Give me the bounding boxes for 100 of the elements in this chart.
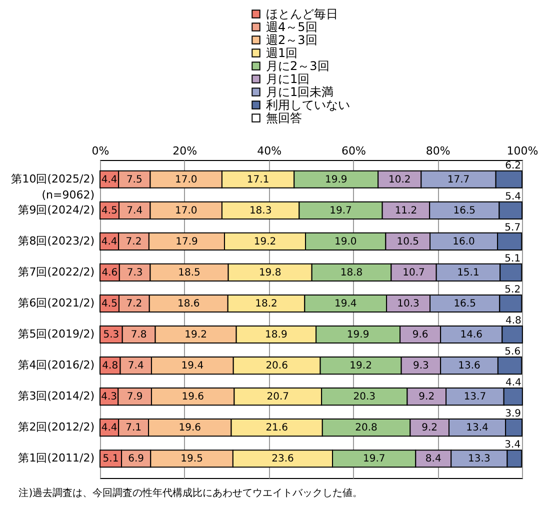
data-label: 19.7 bbox=[330, 205, 352, 216]
data-label: 18.8 bbox=[340, 267, 363, 278]
y-tick-label: 第10回(2025/2) (n=9062) bbox=[11, 172, 94, 202]
data-label: 7.1 bbox=[126, 422, 142, 434]
data-label: 19.9 bbox=[324, 174, 348, 186]
data-label: 17.0 bbox=[174, 205, 198, 216]
data-label: 3.4 bbox=[504, 440, 521, 451]
data-label: 13.7 bbox=[464, 392, 486, 403]
data-label: 4.4 bbox=[101, 422, 118, 434]
data-label: 18.6 bbox=[177, 298, 200, 310]
data-label: 14.6 bbox=[460, 330, 482, 341]
data-label: 17.1 bbox=[246, 174, 270, 186]
data-label: 15.1 bbox=[457, 267, 480, 278]
y-tick-label: 第2回(2012/2) bbox=[18, 420, 94, 434]
data-label: 4.8 bbox=[506, 316, 522, 327]
data-label: 18.2 bbox=[255, 298, 278, 310]
data-label: 4.5 bbox=[102, 205, 118, 216]
data-label: 19.9 bbox=[346, 330, 370, 341]
data-label: 6.9 bbox=[128, 454, 144, 465]
data-label: 21.6 bbox=[266, 422, 288, 434]
data-label: 20.7 bbox=[266, 392, 290, 403]
data-label: 13.3 bbox=[468, 454, 490, 465]
x-tick-label: 20% bbox=[172, 144, 198, 158]
data-label: 9.2 bbox=[422, 422, 438, 434]
legend-label: ほとんど毎日 bbox=[266, 7, 338, 21]
data-label: 19.5 bbox=[180, 454, 203, 465]
data-label: 5.1 bbox=[102, 454, 119, 465]
data-label: 7.4 bbox=[126, 205, 143, 216]
data-label: 7.2 bbox=[126, 298, 142, 310]
data-label: 19.2 bbox=[350, 360, 372, 372]
data-label: 9.2 bbox=[418, 392, 435, 403]
data-label: 18.3 bbox=[249, 205, 272, 216]
y-tick-label: 第1回(2011/2) bbox=[18, 452, 94, 465]
data-label: 20.3 bbox=[353, 392, 376, 403]
y-tick-label: 第3回(2014/2) bbox=[18, 390, 94, 403]
x-tick-label: 80% bbox=[426, 144, 450, 158]
data-label: 13.6 bbox=[458, 360, 480, 372]
data-label: 19.2 bbox=[254, 236, 276, 248]
data-label: 16.5 bbox=[453, 205, 476, 216]
data-label: 10.2 bbox=[388, 174, 411, 186]
data-label: 9.6 bbox=[412, 330, 428, 341]
legend-label: 利用していない bbox=[266, 98, 350, 112]
data-label: 3.9 bbox=[505, 408, 521, 420]
legend-label: 月に1回 bbox=[266, 72, 310, 86]
data-label: 16.0 bbox=[452, 236, 475, 248]
data-label: 5.2 bbox=[504, 284, 521, 296]
data-label: 19.4 bbox=[181, 360, 204, 372]
y-tick-label: 第7回(2022/2) bbox=[18, 265, 94, 278]
data-label: 20.8 bbox=[355, 422, 378, 434]
data-label: 7.9 bbox=[126, 392, 143, 403]
data-label: 19.7 bbox=[362, 454, 386, 465]
data-label: 10.5 bbox=[396, 236, 419, 248]
x-tick-label: 0% bbox=[92, 144, 110, 158]
data-label: 19.2 bbox=[184, 330, 207, 341]
data-label: 4.4 bbox=[506, 378, 522, 389]
data-label: 7.5 bbox=[126, 174, 142, 186]
data-label: 18.9 bbox=[265, 330, 288, 341]
y-tick-label: 第6回(2021/2) bbox=[18, 296, 94, 310]
data-label: 13.4 bbox=[466, 422, 488, 434]
y-tick-label: 第8回(2023/2) bbox=[18, 234, 94, 248]
data-label: 8.4 bbox=[425, 454, 442, 465]
data-label: 5.1 bbox=[504, 253, 521, 264]
data-label: 4.6 bbox=[102, 267, 118, 278]
data-label: 19.0 bbox=[334, 236, 357, 248]
data-label: 5.6 bbox=[504, 346, 521, 358]
data-label: 4.8 bbox=[102, 360, 118, 372]
data-label: 16.5 bbox=[454, 298, 476, 310]
y-tick-label: 第9回(2024/2) bbox=[18, 203, 94, 216]
data-label: 10.3 bbox=[397, 298, 420, 310]
data-label: 19.6 bbox=[182, 392, 204, 403]
data-label: 7.4 bbox=[128, 360, 144, 372]
x-tick-label: 40% bbox=[257, 144, 282, 158]
data-label: 7.2 bbox=[126, 236, 142, 248]
legend-label: 週1回 bbox=[266, 46, 298, 60]
data-label: 4.4 bbox=[101, 174, 118, 186]
data-label: 4.3 bbox=[101, 392, 118, 403]
data-label: 17.0 bbox=[174, 174, 198, 186]
data-label: 6.2 bbox=[505, 160, 521, 172]
data-label: 17.9 bbox=[176, 236, 198, 248]
x-tick-label: 100% bbox=[506, 144, 538, 158]
legend-label: 週4～5回 bbox=[266, 20, 318, 34]
x-tick-label: 60% bbox=[341, 144, 366, 158]
data-label: 4.5 bbox=[102, 298, 118, 310]
data-label: 5.3 bbox=[103, 330, 120, 341]
data-label: 23.6 bbox=[272, 454, 294, 465]
legend-label: 週2～3回 bbox=[266, 33, 318, 47]
data-label: 4.4 bbox=[101, 236, 118, 248]
data-label: 11.2 bbox=[394, 205, 418, 216]
legend-label: 月に2～3回 bbox=[266, 59, 330, 73]
data-label: 20.6 bbox=[266, 360, 288, 372]
data-label: 7.3 bbox=[126, 267, 143, 278]
data-label: 18.5 bbox=[178, 267, 200, 278]
data-label: 19.6 bbox=[178, 422, 202, 434]
legend-label: 無回答 bbox=[266, 111, 302, 125]
legend-label: 月に1回未満 bbox=[266, 85, 334, 99]
text: 注)過去調査は、今回調査の性年代構成比にあわせてウエイトバックした値。 bbox=[18, 487, 363, 499]
data-label: 19.4 bbox=[334, 298, 357, 310]
y-tick-label: 第5回(2019/2) bbox=[18, 328, 94, 341]
data-label: 9.3 bbox=[412, 360, 429, 372]
data-label: 5.4 bbox=[505, 191, 521, 202]
